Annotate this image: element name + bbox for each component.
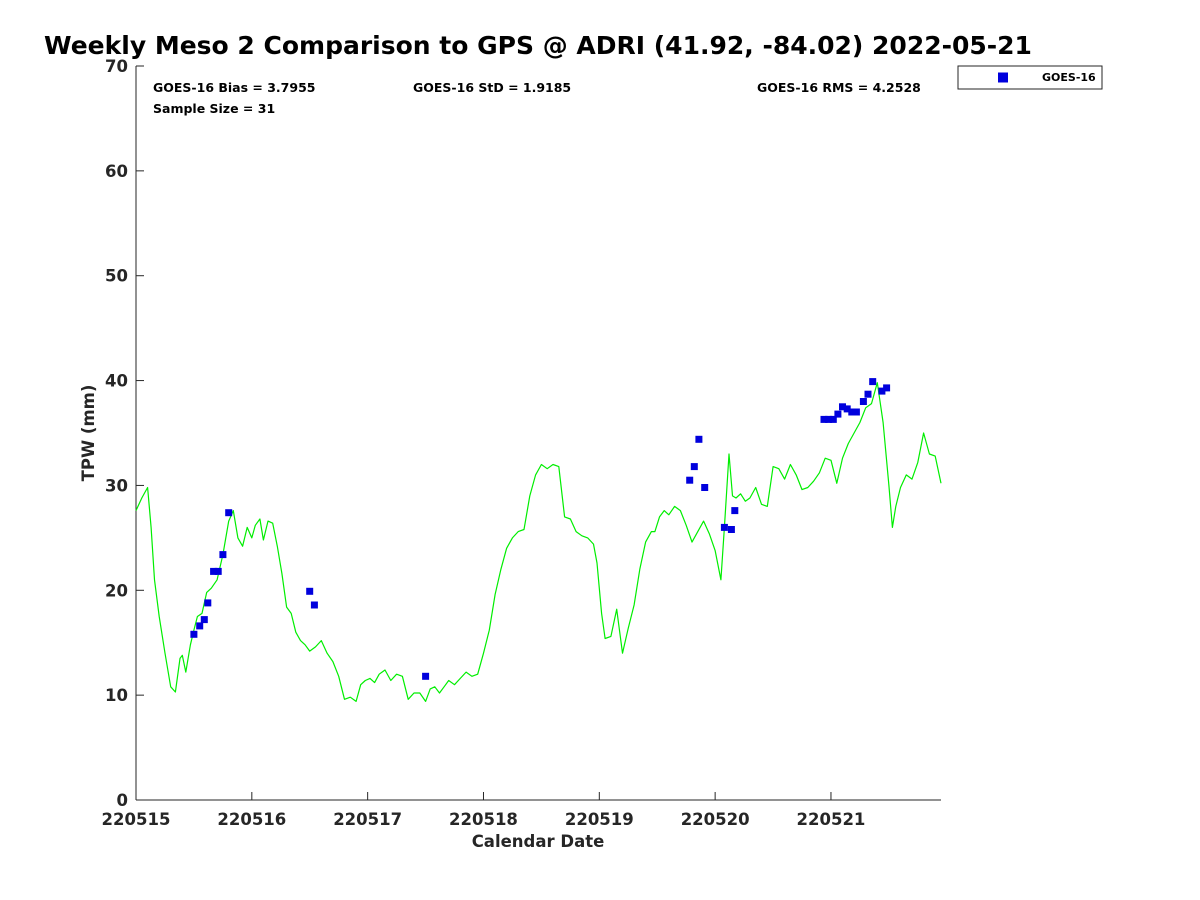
goes16-point bbox=[727, 526, 735, 533]
x-ticks: 220515 220516 220517 220518 220519 220520 2205… bbox=[102, 792, 866, 829]
x-tick-label: 220520 bbox=[681, 810, 750, 829]
goes16-point bbox=[200, 616, 208, 624]
goes16-point bbox=[701, 484, 709, 491]
stat-bias: GOES-16 Bias = 3.7955 bbox=[153, 80, 315, 95]
goes16-point bbox=[306, 587, 314, 595]
goes16-point bbox=[834, 410, 842, 418]
goes16-point bbox=[825, 415, 833, 423]
goes16-point bbox=[869, 378, 877, 386]
goes16-point bbox=[720, 523, 728, 531]
stat-std: GOES-16 StD = 1.9185 bbox=[413, 80, 571, 95]
x-tick-label: 220518 bbox=[449, 810, 518, 829]
goes16-point bbox=[864, 390, 872, 398]
goes16-point bbox=[214, 567, 222, 575]
goes16-series bbox=[190, 378, 891, 680]
y-tick-label: 40 bbox=[105, 372, 128, 391]
goes16-point bbox=[852, 408, 860, 416]
y-ticks: 0 10 20 30 40 50 60 70 bbox=[105, 57, 144, 810]
y-axis-label: TPW (mm) bbox=[79, 385, 98, 482]
goes16-point bbox=[883, 384, 891, 392]
legend-label-goes16: GOES-16 bbox=[1042, 71, 1096, 84]
plot-area: 0 10 20 30 40 50 60 70 220515 220516 220517 220518… bbox=[102, 57, 942, 829]
y-tick-label: 10 bbox=[105, 686, 128, 705]
y-tick-label: 0 bbox=[117, 791, 128, 810]
x-tick-label: 220516 bbox=[217, 810, 286, 829]
y-tick-label: 70 bbox=[105, 57, 128, 76]
goes16-point bbox=[196, 622, 204, 630]
x-tick-label: 220519 bbox=[565, 810, 634, 829]
x-tick-label: 220521 bbox=[797, 810, 866, 829]
y-tick-label: 30 bbox=[105, 476, 128, 495]
goes16-point bbox=[859, 398, 867, 405]
goes16-point bbox=[878, 387, 886, 395]
stat-sample-size: Sample Size = 31 bbox=[153, 101, 275, 116]
y-tick-label: 50 bbox=[105, 267, 128, 286]
chart-title: Weekly Meso 2 Comparison to GPS @ ADRI (… bbox=[44, 31, 1032, 60]
goes16-point bbox=[820, 415, 828, 423]
goes16-point bbox=[210, 567, 218, 575]
goes16-point bbox=[190, 630, 198, 638]
gps-series bbox=[135, 382, 942, 703]
goes16-point bbox=[310, 601, 318, 609]
goes16-point bbox=[686, 476, 694, 484]
plot-background bbox=[136, 66, 941, 800]
goes16-point bbox=[829, 415, 837, 423]
goes16-point bbox=[848, 408, 856, 416]
x-tick-label: 220515 bbox=[102, 810, 171, 829]
legend: GOES-16 bbox=[957, 65, 1103, 90]
goes16-point bbox=[690, 463, 698, 471]
legend-marker-goes16 bbox=[998, 72, 1008, 83]
goes16-point bbox=[225, 509, 233, 517]
goes16-point bbox=[843, 405, 851, 413]
legend-box bbox=[957, 65, 1103, 90]
gps-line bbox=[135, 382, 942, 703]
goes16-point bbox=[422, 672, 430, 680]
goes16-point bbox=[695, 435, 703, 443]
goes16-point bbox=[731, 507, 739, 515]
y-tick-label: 20 bbox=[105, 581, 128, 600]
x-tick-label: 220517 bbox=[333, 810, 402, 829]
stats-block: GOES-16 Bias = 3.7955 GOES-16 StD = 1.91… bbox=[153, 80, 921, 116]
goes16-point bbox=[204, 599, 212, 607]
goes16-point bbox=[219, 551, 227, 559]
goes16-point bbox=[839, 403, 846, 411]
stat-rms: GOES-16 RMS = 4.2528 bbox=[757, 80, 921, 95]
y-tick-label: 60 bbox=[105, 162, 128, 181]
x-axis-label: Calendar Date bbox=[472, 832, 605, 851]
